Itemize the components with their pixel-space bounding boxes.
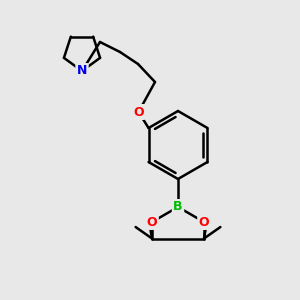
Text: N: N [77,64,87,77]
Text: B: B [173,200,183,214]
Text: O: O [147,215,157,229]
Text: O: O [133,106,144,118]
Text: O: O [199,215,209,229]
